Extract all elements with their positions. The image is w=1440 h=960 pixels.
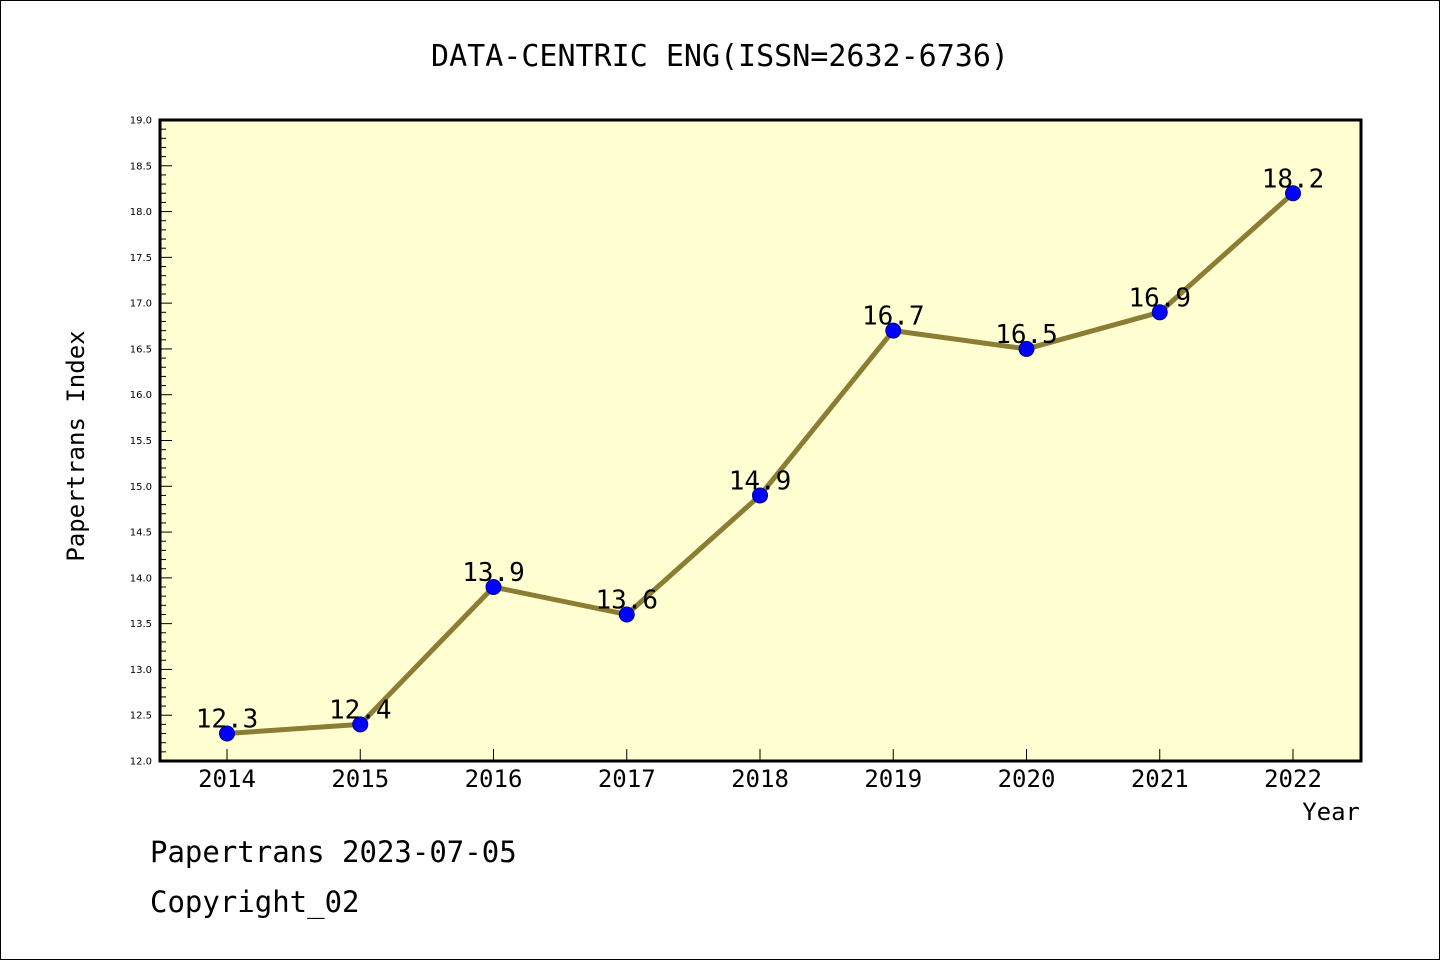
footer-date: Papertrans 2023-07-05 bbox=[150, 835, 517, 869]
x-tick-label: 2021 bbox=[1131, 765, 1189, 793]
data-point bbox=[1018, 340, 1035, 357]
y-tick-label: 17.0 bbox=[130, 299, 152, 310]
footer-copyright: Copyright_02 bbox=[150, 885, 360, 919]
y-tick-label: 14.5 bbox=[130, 528, 152, 539]
y-tick-label: 18.5 bbox=[130, 161, 152, 172]
x-tick-label: 2017 bbox=[598, 765, 656, 793]
x-tick-label: 2019 bbox=[864, 765, 922, 793]
y-tick-label: 16.5 bbox=[130, 344, 152, 355]
data-label: 12.3 bbox=[196, 705, 259, 735]
x-tick-label: 2022 bbox=[1264, 765, 1322, 793]
data-point bbox=[618, 606, 635, 623]
data-label: 16.5 bbox=[995, 320, 1058, 350]
data-point bbox=[485, 579, 502, 596]
series-markers bbox=[219, 185, 1301, 742]
x-tick-label: 2016 bbox=[465, 765, 523, 793]
data-labels: 12.3 12.4 13.9 13.6 14.9 16.7 16.5 16.9 18.2 bbox=[196, 164, 1325, 734]
y-axis-ticks: 12.0 12.5 13.0 13.5 14.0 14.5 15.0 15.5 16.0 16.5… bbox=[130, 116, 172, 768]
y-tick-label: 12.5 bbox=[130, 711, 152, 722]
plot-area bbox=[158, 118, 1363, 763]
y-axis-label: Papertrans Index bbox=[62, 330, 90, 561]
data-label: 13.9 bbox=[462, 558, 525, 588]
y-tick-label: 15.5 bbox=[130, 436, 152, 447]
y-tick-label: 13.0 bbox=[130, 665, 152, 676]
chart-title: DATA-CENTRIC ENG(ISSN=2632-6736) bbox=[431, 39, 1009, 74]
x-tick-label: 2018 bbox=[731, 765, 789, 793]
data-label: 18.2 bbox=[1262, 164, 1325, 194]
y-tick-label: 18.0 bbox=[130, 207, 152, 218]
y-tick-label: 19.0 bbox=[130, 116, 152, 127]
data-label: 14.9 bbox=[729, 466, 792, 496]
data-point bbox=[752, 487, 768, 504]
data-point bbox=[1285, 185, 1301, 202]
x-tick-label: 2014 bbox=[198, 765, 256, 793]
data-label: 16.9 bbox=[1128, 283, 1191, 313]
data-label: 13.6 bbox=[595, 585, 658, 615]
data-point bbox=[1151, 304, 1168, 321]
x-tick-label: 2020 bbox=[998, 765, 1056, 793]
y-tick-label: 13.5 bbox=[130, 619, 152, 630]
data-point bbox=[219, 725, 235, 742]
y-tick-label: 16.0 bbox=[130, 390, 152, 401]
data-label: 12.4 bbox=[329, 695, 392, 725]
x-axis-ticks: 2014 2015 2016 2017 2018 2019 2020 2021 2022 bbox=[198, 749, 1322, 793]
data-point bbox=[352, 716, 369, 733]
x-tick-label: 2015 bbox=[331, 765, 389, 793]
data-label: 16.7 bbox=[862, 302, 925, 332]
data-point bbox=[885, 322, 902, 339]
y-tick-label: 17.5 bbox=[130, 253, 152, 264]
y-tick-label: 15.0 bbox=[130, 482, 152, 493]
y-tick-label: 14.0 bbox=[130, 573, 152, 584]
y-tick-label: 12.0 bbox=[130, 757, 152, 768]
x-axis-label: Year bbox=[1302, 798, 1360, 826]
